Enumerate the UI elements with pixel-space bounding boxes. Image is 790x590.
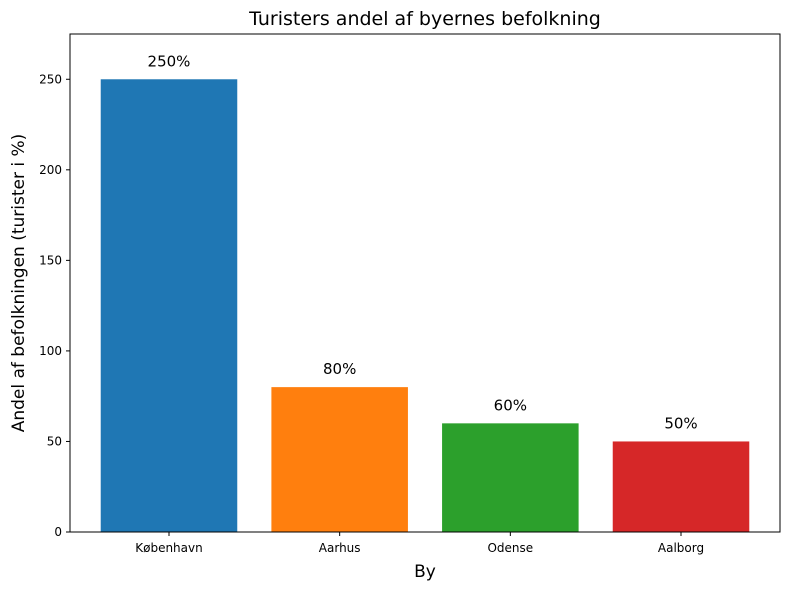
bar-value-label: 250% (148, 52, 191, 70)
x-tick-label: Aarhus (319, 541, 361, 555)
bar-value-label: 80% (323, 360, 356, 378)
bar (442, 423, 579, 532)
y-tick-label: 100 (39, 344, 62, 358)
y-tick-label: 200 (39, 163, 62, 177)
x-tick-label: Odense (487, 541, 533, 555)
bar-value-label: 60% (494, 396, 527, 414)
bar (271, 387, 408, 532)
y-tick-label: 50 (47, 434, 62, 448)
x-tick-label: København (135, 541, 202, 555)
x-tick-label: Aalborg (658, 541, 704, 555)
bar (612, 441, 750, 532)
bar-value-label: 50% (664, 414, 697, 432)
y-tick-label: 0 (54, 525, 62, 539)
y-tick-label: 250 (39, 72, 62, 86)
y-tick-label: 150 (39, 253, 62, 267)
bar (100, 79, 238, 532)
y-axis-title: Andel af befolkningen (turister i %) (9, 134, 29, 433)
plot-frame (69, 33, 781, 533)
chart-title: Turisters andel af byernes befolkning (248, 8, 601, 30)
plot-area: 0 50 100 150 200 250 250% København 80% Aarhus 60%… (39, 52, 750, 555)
x-axis-title: By (414, 562, 436, 582)
